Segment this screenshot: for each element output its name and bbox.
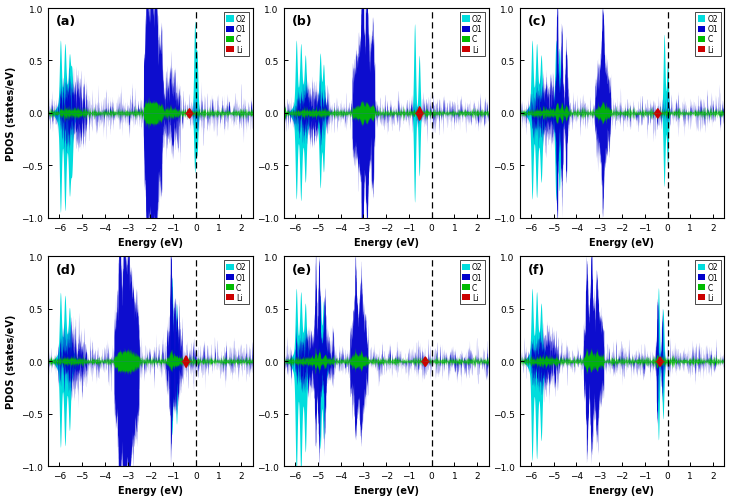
Text: (d): (d) xyxy=(56,263,77,276)
Text: (c): (c) xyxy=(528,16,547,28)
Legend: O2, O1, C, Li: O2, O1, C, Li xyxy=(460,261,485,305)
X-axis label: Energy (eV): Energy (eV) xyxy=(118,238,182,247)
Legend: O2, O1, C, Li: O2, O1, C, Li xyxy=(696,13,721,57)
X-axis label: Energy (eV): Energy (eV) xyxy=(590,485,655,495)
Text: (a): (a) xyxy=(56,16,77,28)
Legend: O2, O1, C, Li: O2, O1, C, Li xyxy=(224,261,249,305)
X-axis label: Energy (eV): Energy (eV) xyxy=(118,485,182,495)
Text: (f): (f) xyxy=(528,263,545,276)
Legend: O2, O1, C, Li: O2, O1, C, Li xyxy=(224,13,249,57)
Y-axis label: PDOS (states/eV): PDOS (states/eV) xyxy=(6,67,15,161)
X-axis label: Energy (eV): Energy (eV) xyxy=(353,238,418,247)
Y-axis label: PDOS (states/eV): PDOS (states/eV) xyxy=(6,314,15,408)
Legend: O2, O1, C, Li: O2, O1, C, Li xyxy=(460,13,485,57)
Text: (b): (b) xyxy=(292,16,312,28)
X-axis label: Energy (eV): Energy (eV) xyxy=(353,485,418,495)
Legend: O2, O1, C, Li: O2, O1, C, Li xyxy=(696,261,721,305)
X-axis label: Energy (eV): Energy (eV) xyxy=(590,238,655,247)
Text: (e): (e) xyxy=(292,263,312,276)
